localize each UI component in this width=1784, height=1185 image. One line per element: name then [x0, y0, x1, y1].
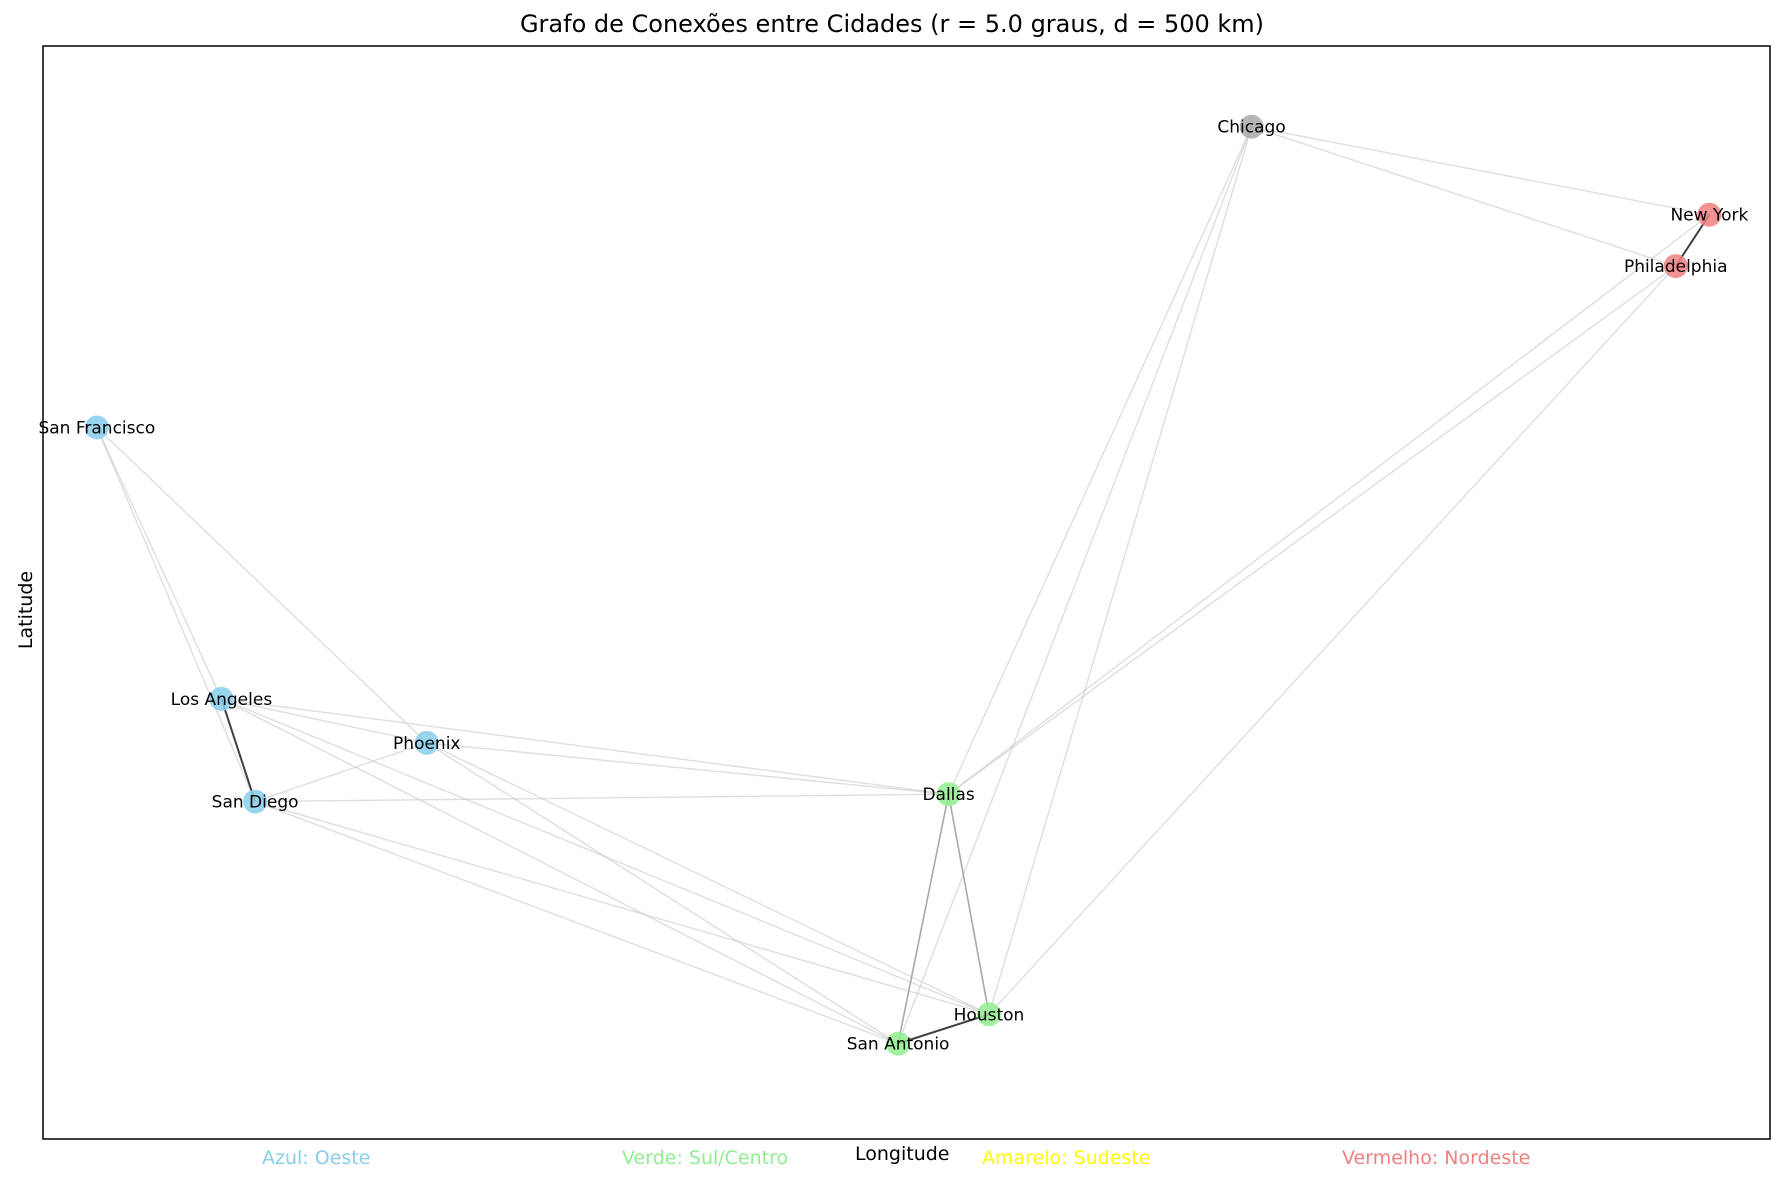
node-san-antonio	[886, 1031, 911, 1056]
edge-san-diego-san-antonio	[254, 800, 899, 1045]
legend-oeste: Azul: Oeste	[262, 1147, 371, 1169]
node-new-york	[1697, 202, 1722, 227]
node-label-san-diego: San Diego	[212, 793, 299, 813]
legend-nordeste: Vermelho: Nordeste	[1342, 1147, 1531, 1169]
node-label-phoenix: Phoenix	[393, 734, 460, 754]
edge-san-francisco-phoenix	[96, 426, 428, 744]
edge-phoenix-san-antonio	[426, 742, 899, 1045]
edges-layer	[96, 126, 1711, 1045]
edge-chicago-dallas	[947, 126, 1253, 795]
plot-frame	[42, 45, 1771, 1140]
y-axis-label: Latitude	[15, 570, 37, 650]
edge-chicago-houston	[988, 126, 1253, 1015]
edge-san-antonio-houston	[897, 1013, 990, 1045]
node-los-angeles	[209, 686, 234, 711]
node-label-philadelphia: Philadelphia	[1624, 257, 1728, 277]
edge-chicago-philadelphia	[1251, 126, 1676, 267]
node-dallas	[936, 782, 961, 807]
node-label-san-francisco: San Francisco	[38, 418, 155, 438]
edge-new-york-dallas	[948, 214, 1710, 795]
edge-los-angeles-phoenix	[221, 698, 427, 744]
node-houston	[976, 1002, 1001, 1027]
edge-phoenix-dallas	[426, 742, 949, 795]
node-philadelphia	[1663, 254, 1688, 279]
node-label-los-angeles: Los Angeles	[171, 690, 273, 710]
edge-chicago-san-antonio	[897, 126, 1253, 1044]
edge-san-diego-dallas	[255, 793, 949, 803]
node-label-chicago: Chicago	[1217, 118, 1285, 138]
node-chicago	[1239, 114, 1264, 139]
node-label-dallas: Dallas	[922, 785, 974, 805]
node-phoenix	[414, 730, 439, 755]
node-label-new-york: New York	[1670, 206, 1748, 226]
chart-title: Grafo de Conexões entre Cidades (r = 5.0…	[519, 10, 1265, 38]
edge-chicago-new-york	[1251, 126, 1710, 216]
edge-los-angeles-san-diego	[220, 698, 257, 802]
edge-los-angeles-san-antonio	[221, 698, 899, 1045]
node-san-francisco	[84, 415, 109, 440]
edge-phoenix-san-diego	[254, 742, 428, 803]
node-san-diego	[243, 789, 268, 814]
nodes-layer	[84, 114, 1722, 1056]
edge-philadelphia-houston	[988, 265, 1677, 1015]
edge-san-francisco-los-angeles	[96, 427, 223, 700]
edge-philadelphia-dallas	[948, 265, 1677, 795]
edge-san-diego-houston	[254, 800, 990, 1015]
edge-dallas-san-antonio	[897, 794, 950, 1044]
node-label-san-antonio: San Antonio	[847, 1035, 950, 1055]
edge-san-francisco-san-diego	[96, 427, 256, 802]
node-label-houston: Houston	[954, 1005, 1025, 1025]
legend-sul-centro: Verde: Sul/Centro	[622, 1147, 789, 1169]
edge-dallas-houston	[947, 794, 990, 1015]
x-axis-label: Longitude	[855, 1143, 950, 1165]
labels-layer: New York Los Angeles Chicago Houston Phoenix…	[38, 118, 1748, 1055]
edge-phoenix-houston	[426, 742, 990, 1015]
legend-sudeste: Amarelo: Sudeste	[982, 1147, 1151, 1169]
edge-los-angeles-dallas	[221, 698, 949, 795]
